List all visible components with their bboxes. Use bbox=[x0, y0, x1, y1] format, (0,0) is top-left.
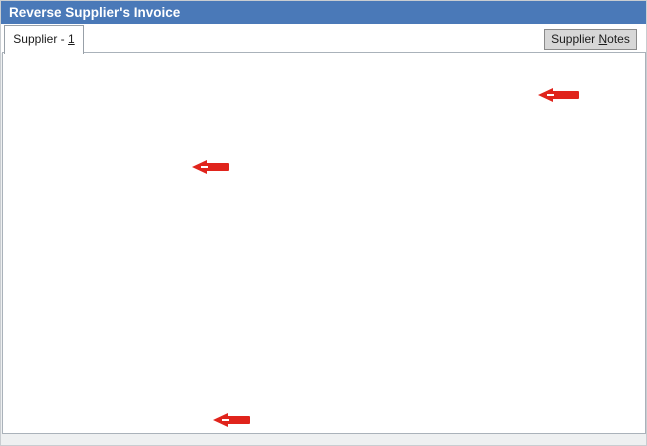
supplier-tab-panel bbox=[2, 52, 646, 434]
window-title: Reverse Supplier's Invoice bbox=[1, 1, 646, 24]
supplier-notes-button[interactable]: Supplier Notes bbox=[544, 29, 637, 50]
tab-label-mnemonic: 1 bbox=[68, 32, 75, 46]
tab-strip: Supplier - 1 Supplier Notes bbox=[1, 24, 646, 54]
tab-label: Supplier - bbox=[13, 32, 68, 46]
posting-date-arrow-annotation bbox=[192, 160, 230, 174]
invoice-date-arrow-annotation bbox=[538, 88, 580, 102]
tab-supplier-1[interactable]: Supplier - 1 bbox=[4, 25, 84, 54]
reversal-date-arrow-annotation bbox=[213, 413, 251, 427]
